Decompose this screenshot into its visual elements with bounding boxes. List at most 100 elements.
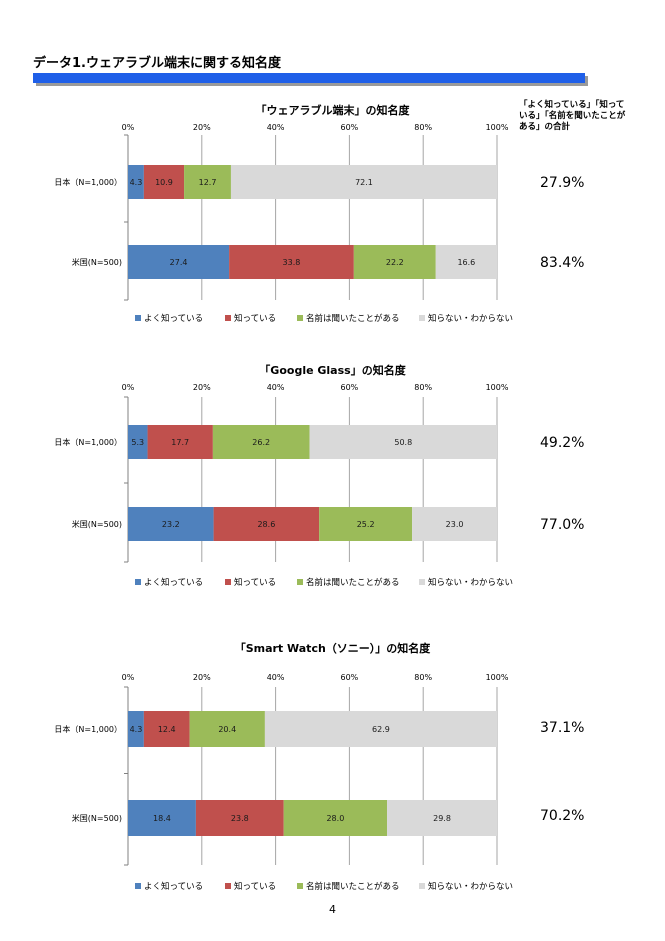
data-label: 26.2	[252, 438, 270, 447]
chart-google-glass: 0% 20% 40% 60% 80% 100% 日本（N=1,000） 5.3 17.7 26.2…	[54, 383, 513, 588]
bar-segment	[230, 165, 498, 199]
x-tick-label: 60%	[341, 673, 359, 682]
bar-segment	[128, 800, 196, 836]
chart-title-smart-watch: 「Smart Watch（ソニー）」の知名度	[234, 642, 431, 655]
total-us-wearable: 83.4%	[540, 255, 585, 271]
data-label: 23.8	[231, 814, 249, 823]
legend-swatch	[135, 579, 141, 585]
legend-swatch	[225, 315, 231, 321]
data-label: 12.4	[158, 725, 176, 734]
bar-segment	[128, 165, 144, 199]
legend-label: 知らない・わからない	[428, 313, 513, 324]
legend-swatch	[225, 579, 231, 585]
total-japan-google-glass: 49.2%	[540, 435, 585, 451]
bar-segment	[128, 245, 230, 279]
data-label: 18.4	[153, 814, 171, 823]
legend-swatch	[297, 883, 303, 889]
data-label: 4.3	[130, 725, 143, 734]
chart-title-google-glass: 「Google Glass」の知名度	[259, 364, 406, 377]
legend-swatch	[225, 883, 231, 889]
legend-label: よく知っている	[144, 313, 203, 324]
bar-segment	[319, 507, 413, 541]
total-us-google-glass: 77.0%	[540, 517, 585, 533]
x-tick-label: 40%	[267, 123, 285, 132]
x-tick-label: 0%	[122, 383, 135, 392]
legend-label: よく知っている	[144, 881, 203, 892]
bar-segment	[128, 711, 144, 747]
data-label: 22.2	[386, 258, 404, 267]
bar-segment	[143, 165, 185, 199]
category-label: 米国(N=500)	[72, 813, 122, 823]
legend-label: 知っている	[234, 881, 276, 892]
data-label: 25.2	[357, 520, 375, 529]
data-label: 4.3	[130, 178, 143, 187]
x-tick-label: 100%	[486, 383, 509, 392]
total-japan-smart-watch: 37.1%	[540, 720, 585, 736]
x-tick-label: 0%	[122, 123, 135, 132]
data-label: 10.9	[155, 178, 173, 187]
legend-label: 知らない・わからない	[428, 577, 513, 588]
category-label: 米国(N=500)	[72, 257, 122, 267]
bar-segment	[435, 245, 497, 279]
legend-swatch	[297, 315, 303, 321]
chart-title-wearable: 「ウェアラブル端末」の知名度	[255, 104, 410, 117]
category-label: 米国(N=500)	[72, 519, 122, 529]
bar-segment	[212, 425, 310, 459]
data-label: 20.4	[218, 725, 236, 734]
bar-segment	[147, 425, 213, 459]
data-label: 5.3	[131, 438, 144, 447]
chart-smart-watch: 0% 20% 40% 60% 80% 100% 日本（N=1,000） 4.3 12.4 20.4…	[54, 673, 513, 892]
legend-swatch	[419, 315, 425, 321]
data-label: 28.0	[326, 814, 344, 823]
data-label: 17.7	[171, 438, 189, 447]
data-label: 50.8	[394, 438, 412, 447]
page-number: 4	[329, 903, 336, 916]
legend-swatch	[419, 883, 425, 889]
legend-swatch	[419, 579, 425, 585]
legend-swatch	[297, 579, 303, 585]
legend-label: よく知っている	[144, 577, 203, 588]
x-tick-label: 60%	[341, 123, 359, 132]
data-label: 23.0	[446, 520, 464, 529]
title-underline-bar	[33, 73, 585, 83]
page-title: データ1.ウェアラブル端末に関する知名度	[33, 56, 281, 71]
x-tick-label: 40%	[267, 383, 285, 392]
x-tick-label: 80%	[414, 383, 432, 392]
bar-segment	[195, 800, 284, 836]
bar-segment	[229, 245, 354, 279]
legend-label: 名前は聞いたことがある	[306, 881, 400, 892]
legend-label: 名前は聞いたことがある	[306, 313, 400, 324]
category-label: 日本（N=1,000）	[54, 437, 122, 447]
total-us-smart-watch: 70.2%	[540, 808, 585, 824]
legend-swatch	[135, 315, 141, 321]
data-label: 28.6	[257, 520, 275, 529]
total-column-header: 「よく知っている」「知っている」「名前を聞いたことがある」の合計	[519, 100, 626, 132]
x-tick-label: 80%	[414, 673, 432, 682]
total-japan-wearable: 27.9%	[540, 175, 585, 191]
data-label: 29.8	[433, 814, 451, 823]
bar-segment	[387, 800, 497, 836]
data-label: 33.8	[283, 258, 301, 267]
chart-wearable: 0% 20% 40% 60% 80% 100% 日本（N=1,000） 4.3 10.9 12.7…	[54, 123, 513, 324]
bar-segment	[213, 507, 320, 541]
legend-label: 知っている	[234, 577, 276, 588]
x-tick-label: 20%	[193, 673, 211, 682]
bar-segment	[184, 165, 231, 199]
bar-segment	[143, 711, 190, 747]
x-tick-label: 100%	[486, 673, 509, 682]
data-label: 23.2	[162, 520, 180, 529]
x-tick-label: 20%	[193, 123, 211, 132]
data-label: 72.1	[355, 178, 373, 187]
bar-segment	[189, 711, 265, 747]
bar-segment	[283, 800, 388, 836]
bar-segment	[128, 507, 214, 541]
legend-label: 名前は聞いたことがある	[306, 577, 400, 588]
bar-segment	[412, 507, 497, 541]
category-label: 日本（N=1,000）	[54, 177, 122, 187]
x-tick-label: 100%	[486, 123, 509, 132]
legend-swatch	[135, 883, 141, 889]
x-tick-label: 80%	[414, 123, 432, 132]
category-label: 日本（N=1,000）	[54, 724, 122, 734]
data-label: 62.9	[372, 725, 390, 734]
bar-segment	[264, 711, 497, 747]
